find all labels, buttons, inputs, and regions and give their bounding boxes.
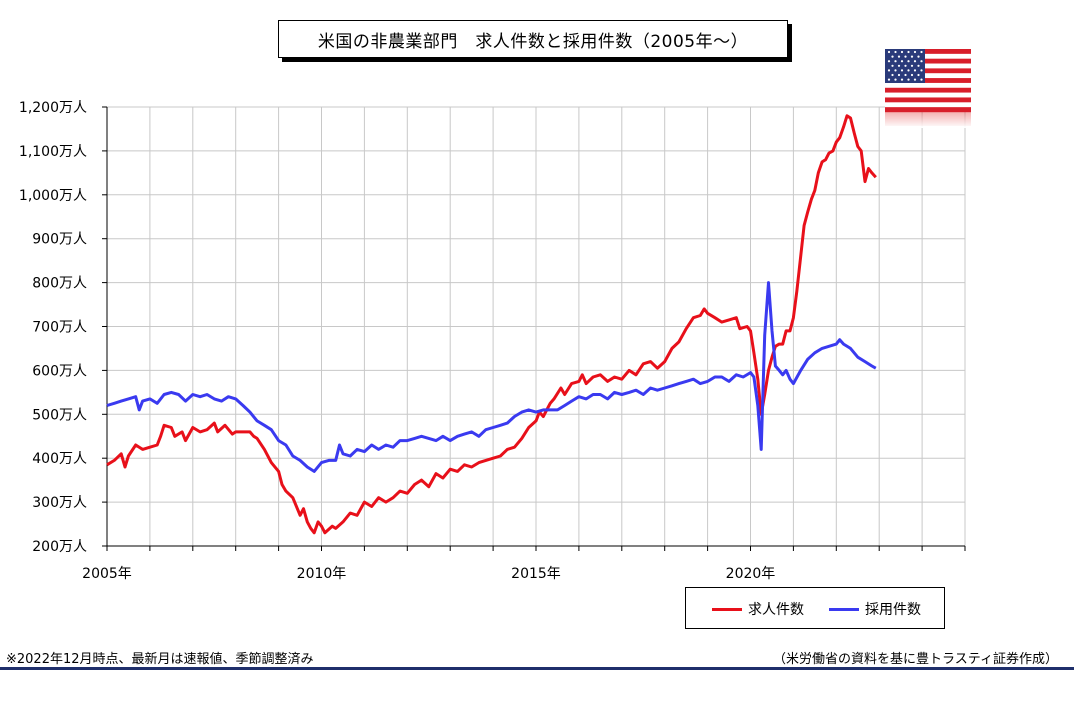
legend-label-hires: 採用件数 — [865, 602, 921, 618]
legend-item-hires: 採用件数 — [829, 599, 921, 619]
chart-legend: 求人件数 採用件数 — [685, 587, 945, 629]
series-line-hires — [106, 281, 877, 473]
y-tick-label: 300万人 — [32, 495, 87, 511]
chart-title: 米国の非農業部門 求人件数と採用件数（2005年～） — [278, 20, 788, 58]
legend-swatch-hires — [829, 607, 859, 611]
x-tick-label: 2020年 — [726, 566, 776, 582]
y-axis-tick-labels: 200万人 300万人 400万人 500万人 600万人 700万人 800万人 900万人… — [19, 100, 87, 555]
bottom-rule — [0, 667, 1074, 670]
y-tick-label: 600万人 — [32, 363, 87, 379]
legend-label-openings: 求人件数 — [748, 602, 804, 618]
series-lines — [106, 114, 877, 535]
y-tick-label: 1,100万人 — [19, 144, 87, 160]
footnote-left: ※2022年12月時点、最新月は速報値、季節調整済み — [6, 652, 314, 667]
axes — [102, 106, 966, 551]
us-flag-icon — [885, 49, 971, 128]
legend-item-openings: 求人件数 — [712, 599, 804, 619]
y-tick-label: 1,200万人 — [19, 100, 87, 116]
footnote-right: （米労働省の資料を基に豊トラスティ証券作成） — [773, 652, 1058, 667]
x-tick-label: 2010年 — [297, 566, 347, 582]
y-tick-label: 700万人 — [32, 320, 87, 336]
series-line-openings — [106, 114, 877, 535]
y-tick-label: 900万人 — [32, 232, 87, 248]
legend-swatch-openings — [712, 607, 742, 611]
grid-lines — [107, 106, 966, 546]
x-tick-label: 2015年 — [511, 566, 561, 582]
y-tick-label: 800万人 — [32, 276, 87, 292]
y-tick-label: 200万人 — [32, 539, 87, 555]
x-tick-label: 2005年 — [82, 566, 132, 582]
y-tick-label: 1,000万人 — [19, 188, 87, 204]
y-tick-label: 400万人 — [32, 451, 87, 467]
y-tick-label: 500万人 — [32, 407, 87, 423]
x-axis-tick-labels: 2005年 2010年 2015年 2020年 — [82, 566, 775, 582]
